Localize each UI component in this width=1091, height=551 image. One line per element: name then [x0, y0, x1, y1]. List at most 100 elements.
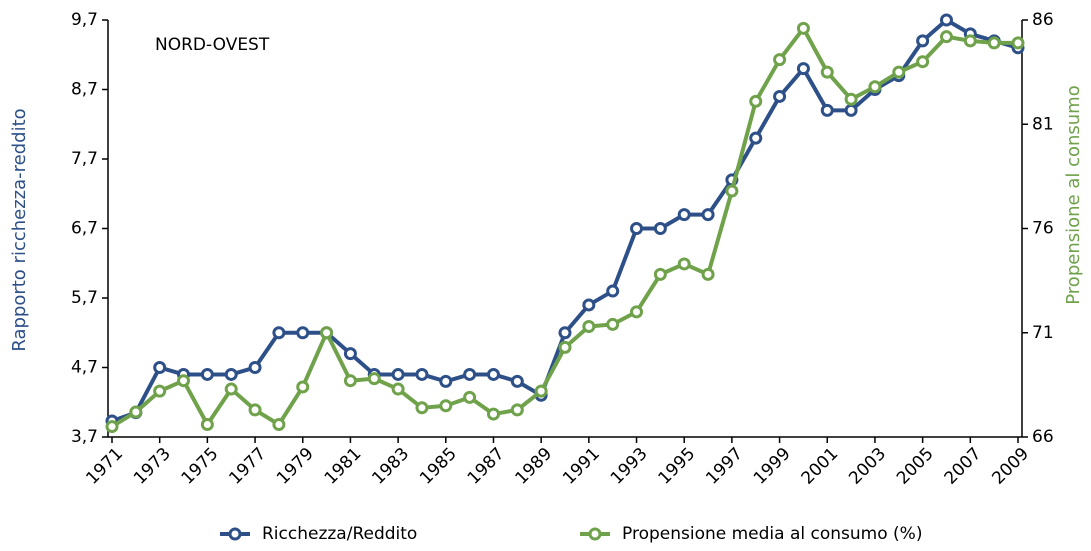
point [868, 80, 882, 94]
x-tick-label: 2003 [845, 444, 890, 489]
point [820, 103, 834, 117]
point [224, 382, 238, 396]
y-tick-label: 4,7 [71, 358, 98, 378]
point [844, 92, 858, 106]
legend-marker [588, 527, 602, 541]
point [582, 319, 596, 333]
point [677, 208, 691, 222]
point [105, 420, 119, 434]
x-tick-label: 2005 [893, 444, 938, 489]
x-tick-label: 1983 [368, 444, 413, 489]
x-tick-label: 1987 [464, 444, 509, 489]
y-tick-label: 9,7 [71, 10, 98, 30]
point [463, 390, 477, 404]
x-tick-label: 2007 [941, 444, 986, 489]
y-tick-label: 7,7 [71, 149, 98, 169]
point [486, 407, 500, 421]
point [463, 367, 477, 381]
point [224, 367, 238, 381]
y-tick-label: 8,7 [71, 80, 98, 100]
point [153, 384, 167, 398]
point [486, 367, 500, 381]
point [558, 340, 572, 354]
point [272, 417, 286, 431]
y2-tick-label: 81 [1032, 114, 1054, 134]
point [415, 367, 429, 381]
point [510, 403, 524, 417]
point [153, 361, 167, 374]
point [320, 326, 334, 340]
series-line [110, 26, 1018, 429]
point [916, 34, 930, 48]
point [248, 403, 262, 417]
x-tick-label: 1993 [607, 444, 652, 489]
point [582, 298, 596, 312]
point [296, 326, 310, 340]
point [367, 372, 381, 386]
point [439, 374, 453, 388]
x-tick-label: 1999 [750, 444, 795, 489]
point [725, 184, 739, 198]
point [200, 367, 214, 381]
x-tick-label: 1971 [82, 444, 127, 489]
point [343, 347, 357, 361]
legend-label: Ricchezza/Reddito [262, 524, 417, 544]
point [606, 317, 620, 331]
point [653, 222, 667, 235]
point [129, 405, 143, 419]
y-axis-title: Rapporto ricchezza-reddito [9, 108, 30, 351]
x-tick-label: 1977 [225, 444, 270, 489]
x-tick-label: 2001 [798, 444, 843, 489]
point [558, 326, 572, 340]
x-tick-label: 1985 [416, 444, 461, 489]
point [773, 89, 787, 103]
point [177, 374, 191, 388]
point [796, 62, 810, 76]
point [1011, 36, 1025, 50]
point [606, 284, 620, 298]
x-tick-label: 1997 [702, 444, 747, 489]
x-tick-label: 1975 [178, 444, 223, 489]
x-tick-label: 1991 [559, 444, 604, 489]
point [534, 384, 548, 398]
x-tick-label: 1995 [655, 444, 700, 489]
annotation: NORD-OVEST [155, 35, 270, 55]
point [749, 94, 763, 108]
point [916, 55, 930, 69]
point [415, 401, 429, 415]
point [630, 222, 644, 235]
point [701, 267, 715, 281]
point [987, 36, 1001, 50]
point [248, 361, 262, 374]
point [773, 53, 787, 67]
point [796, 21, 810, 35]
point [296, 380, 310, 394]
point [630, 305, 644, 319]
point [844, 103, 858, 117]
y-tick-label: 3,7 [71, 427, 98, 447]
y2-axis-title: Propensione al consumo [1063, 85, 1084, 304]
point [939, 13, 953, 27]
point [200, 417, 214, 431]
point [892, 65, 906, 79]
point [939, 30, 953, 44]
point [677, 257, 691, 271]
y2-tick-label: 76 [1032, 219, 1054, 239]
x-tick-label: 1981 [321, 444, 366, 489]
point [343, 374, 357, 388]
y2-tick-label: 86 [1032, 10, 1054, 30]
x-tick-label: 1989 [511, 444, 556, 489]
y-tick-label: 5,7 [71, 288, 98, 308]
x-tick-label: 1979 [273, 444, 318, 489]
point [653, 267, 667, 281]
y-tick-label: 6,7 [71, 219, 98, 239]
point [272, 326, 286, 340]
y2-tick-label: 66 [1032, 427, 1054, 447]
legend-marker [228, 527, 242, 541]
point [439, 399, 453, 413]
x-tick-label: 2009 [988, 444, 1033, 489]
x-tick-label: 1973 [130, 444, 175, 489]
point [820, 65, 834, 79]
legend-label: Propensione media al consumo (%) [622, 524, 922, 544]
